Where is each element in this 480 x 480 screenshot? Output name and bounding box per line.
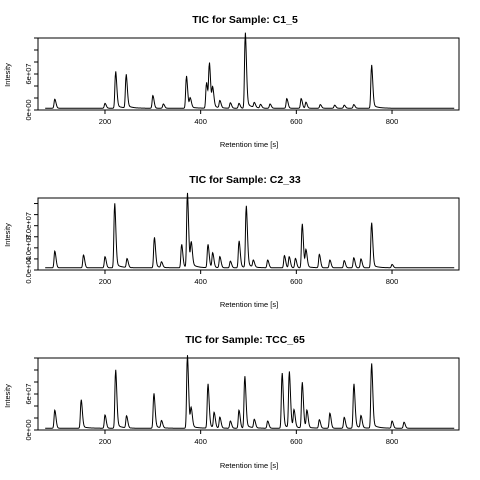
chart-title: TIC for Sample: C2_33 [189,174,301,186]
chart-panel-tcc-65: TIC for Sample: TCC_65 Retention time [s… [3,334,460,470]
y-axis-ticks: 0e+00 6e+07 [24,357,38,441]
x-axis-ticks: 200 400 600 800 [99,430,399,446]
y-tick-label: 0.0e+00 [24,256,33,283]
chart-panel-c2-33: TIC for Sample: C2_33 Retention time [s]… [3,174,460,309]
x-tick-label: 200 [99,277,112,286]
x-tick-label: 400 [194,117,207,126]
y-tick-label: 8.0e+07 [24,212,33,239]
x-axis-label: Retention time [s] [220,140,278,149]
x-tick-label: 800 [386,437,399,446]
x-tick-label: 400 [194,277,207,286]
x-tick-label: 400 [194,437,207,446]
x-tick-label: 600 [290,277,303,286]
chart-title: TIC for Sample: C1_5 [192,14,298,26]
plot-frame [37,37,460,111]
x-tick-label: 800 [386,277,399,286]
x-tick-label: 600 [290,117,303,126]
y-tick-label: 6e+07 [24,383,33,404]
x-tick-label: 200 [99,437,112,446]
y-tick-label: 0e+00 [24,99,33,120]
x-axis-ticks: 200 400 600 800 [99,110,399,126]
x-axis-label: Retention time [s] [220,300,278,309]
y-axis-label: Intesity [3,63,12,87]
tic-series-line [45,192,455,269]
chart-panel-c1-5: TIC for Sample: C1_5 Retention time [s] … [3,14,460,149]
plot-frame [37,197,460,271]
x-axis-label: Retention time [s] [220,461,278,470]
tic-series-line [45,355,455,429]
y-tick-label: 4.0e+07 [24,234,33,261]
y-tick-label: 6e+07 [24,63,33,84]
x-axis-ticks: 200 400 600 800 [99,270,399,286]
x-tick-label: 200 [99,117,112,126]
y-axis-ticks: 0e+00 6e+07 [24,37,38,121]
x-tick-label: 600 [290,437,303,446]
plot-frame [37,357,460,431]
y-axis-label: Intesity [3,223,12,247]
y-axis-ticks: 0.0e+004.0e+078.0e+07 [24,203,38,284]
tic-series-line [45,32,455,109]
chart-title: TIC for Sample: TCC_65 [185,334,305,346]
y-tick-label: 0e+00 [24,419,33,440]
x-tick-label: 800 [386,117,399,126]
y-axis-label: Intesity [3,384,12,408]
